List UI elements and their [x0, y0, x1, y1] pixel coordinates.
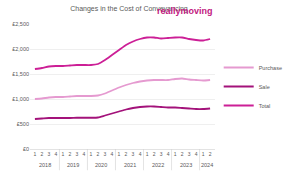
svg-text:2: 2 [181, 151, 184, 157]
svg-text:£1,000: £1,000 [12, 96, 29, 102]
svg-text:2: 2 [69, 151, 72, 157]
svg-text:2022: 2022 [152, 162, 164, 168]
svg-text:£0: £0 [23, 146, 29, 152]
svg-text:2024: 2024 [201, 162, 213, 168]
svg-text:2023: 2023 [180, 162, 192, 168]
svg-text:Sale: Sale [259, 84, 270, 90]
svg-text:1: 1 [146, 151, 149, 157]
svg-text:£1,500: £1,500 [12, 71, 29, 77]
svg-text:Total: Total [259, 103, 271, 109]
svg-text:2020: 2020 [95, 162, 107, 168]
svg-text:1: 1 [202, 151, 205, 157]
svg-text:4: 4 [195, 151, 198, 157]
svg-text:£2,000: £2,000 [12, 46, 29, 52]
svg-text:1: 1 [118, 151, 121, 157]
svg-text:2: 2 [125, 151, 128, 157]
svg-text:1: 1 [62, 151, 65, 157]
svg-text:3: 3 [160, 151, 163, 157]
svg-text:2021: 2021 [124, 162, 136, 168]
svg-text:1: 1 [174, 151, 177, 157]
svg-text:reallymoving: reallymoving [157, 6, 213, 16]
svg-text:£2,500: £2,500 [12, 21, 29, 27]
svg-text:3: 3 [76, 151, 79, 157]
svg-text:2: 2 [97, 151, 100, 157]
svg-text:Changes in the Cost of Conveya: Changes in the Cost of Conveyancing [70, 5, 188, 13]
svg-text:4: 4 [167, 151, 170, 157]
svg-text:3: 3 [104, 151, 107, 157]
svg-text:4: 4 [139, 151, 142, 157]
svg-text:3: 3 [48, 151, 51, 157]
svg-text:4: 4 [83, 151, 86, 157]
svg-text:4: 4 [55, 151, 58, 157]
svg-text:2: 2 [153, 151, 156, 157]
svg-text:3: 3 [132, 151, 135, 157]
svg-text:3: 3 [188, 151, 191, 157]
svg-text:2019: 2019 [67, 162, 79, 168]
svg-text:Purchase: Purchase [259, 65, 282, 71]
svg-text:1: 1 [34, 151, 37, 157]
svg-text:2: 2 [209, 151, 212, 157]
svg-text:1: 1 [90, 151, 93, 157]
svg-text:4: 4 [111, 151, 114, 157]
svg-text:£500: £500 [17, 121, 29, 127]
svg-text:2018: 2018 [39, 162, 51, 168]
svg-text:2: 2 [41, 151, 44, 157]
